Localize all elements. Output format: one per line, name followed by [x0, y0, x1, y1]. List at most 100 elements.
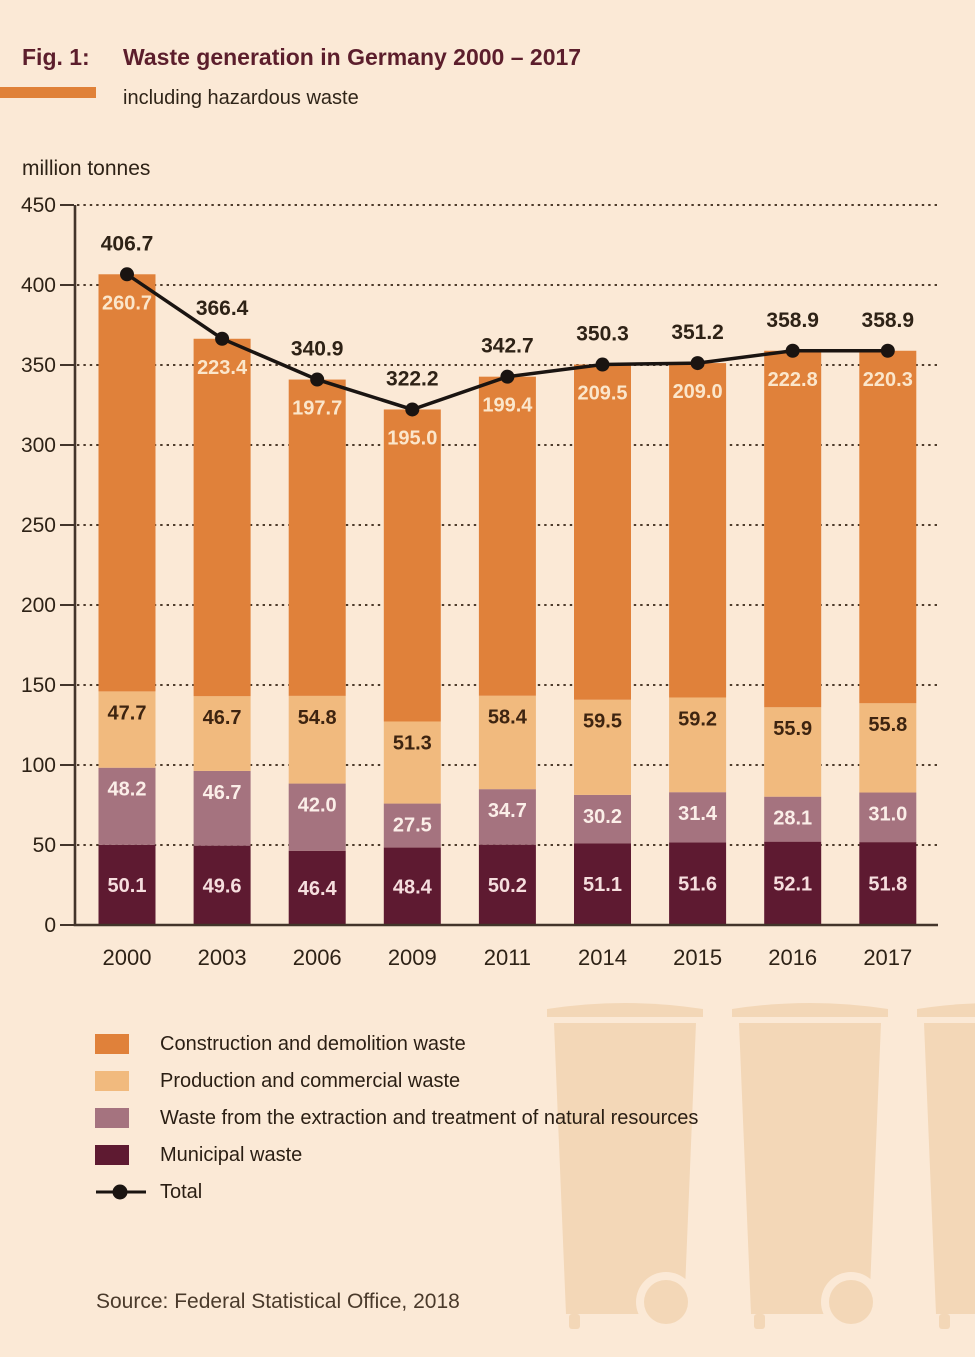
bar-2016-production-commercial-waste — [764, 707, 822, 797]
trash-bin — [547, 1003, 703, 1332]
bar-label-2009-construction-demolition-waste: 195.0 — [387, 427, 437, 449]
total-label-2000: 406.7 — [101, 232, 154, 255]
bar-label-2011-municipal-waste: 50.2 — [488, 875, 527, 897]
page-title: Waste generation in Germany 2000 – 2017 — [123, 44, 582, 70]
total-point-2000 — [120, 267, 134, 282]
municipal-swatch — [95, 1145, 129, 1165]
bar-2009-extraction-waste — [383, 803, 441, 848]
total-point-2011 — [500, 369, 515, 384]
x-tick-label-2000: 2000 — [103, 945, 152, 970]
bar-2003-municipal-waste — [193, 845, 251, 925]
legend-item-construction: Construction and demolition waste — [95, 1032, 698, 1055]
bar-label-2016-production-commercial-waste: 55.9 — [773, 718, 812, 740]
bin-lid — [547, 1003, 703, 1017]
bar-label-2006-production-commercial-waste: 54.8 — [298, 707, 337, 729]
bar-2014-extraction-waste — [574, 794, 631, 844]
bar-2016-extraction-waste — [764, 796, 822, 842]
bar-2006-production-commercial-waste — [288, 695, 346, 784]
bar-2017-extraction-waste — [859, 792, 917, 843]
total-label-2009: 322.2 — [386, 367, 439, 390]
y-tick-label-100: 100 — [21, 754, 56, 777]
axes: 0 50 100 150 200 250 300 350 400 450 2000 2003 2006 2… — [21, 194, 938, 970]
bar-2000-production-commercial-waste — [98, 691, 156, 768]
bin-body — [924, 1023, 975, 1314]
bar-label-2015-municipal-waste: 51.6 — [678, 874, 717, 896]
trash-bin — [732, 1003, 888, 1332]
bar-label-2000-extraction-waste: 48.2 — [108, 779, 147, 801]
bar-2015-municipal-waste — [669, 842, 727, 925]
legend-label: Municipal waste — [160, 1143, 303, 1166]
bin-wheel — [644, 1280, 688, 1324]
bar-label-2015-extraction-waste: 31.4 — [678, 803, 718, 825]
bar-2011-production-commercial-waste — [478, 695, 536, 790]
bar-2014-construction-demolition-waste — [574, 364, 631, 700]
bar-label-2011-construction-demolition-waste: 199.4 — [482, 395, 533, 417]
legend-label: Waste from the extraction and treatment … — [160, 1106, 699, 1129]
bar-2011-municipal-waste — [478, 844, 536, 925]
bar-2017-construction-demolition-waste — [859, 350, 917, 704]
bar-label-2017-production-commercial-waste: 55.8 — [868, 714, 907, 736]
total-point-2017 — [880, 343, 895, 358]
bar-label-2003-extraction-waste: 46.7 — [203, 782, 242, 804]
bar-2006-extraction-waste — [288, 783, 346, 851]
legend-item-extraction: Waste from the extraction and treatment … — [95, 1106, 699, 1129]
y-tick-label-150: 150 — [21, 674, 56, 697]
y-tick-label-50: 50 — [33, 834, 56, 857]
total-point-2009 — [405, 402, 420, 417]
bar-2003-construction-demolition-waste — [193, 338, 251, 697]
total-label-2011: 342.7 — [481, 335, 534, 358]
bar-2009-municipal-waste — [383, 847, 441, 925]
bar-label-2015-production-commercial-waste: 59.2 — [678, 708, 717, 730]
bar-2011-construction-demolition-waste — [478, 376, 536, 696]
bar-2016-construction-demolition-waste — [764, 350, 822, 708]
bar-2000-extraction-waste — [98, 767, 156, 845]
y-tick-label-200: 200 — [21, 594, 56, 617]
total-label-2016: 358.9 — [766, 309, 819, 332]
bar-label-2006-construction-demolition-waste: 197.7 — [292, 398, 342, 420]
bar-label-2011-production-commercial-waste: 58.4 — [488, 707, 528, 729]
accent-rule — [0, 87, 96, 98]
bar-label-2017-municipal-waste: 51.8 — [868, 874, 907, 896]
y-tick-label-400: 400 — [21, 274, 56, 297]
legend-item-production: Production and commercial waste — [95, 1069, 698, 1092]
y-axis-unit-label: million tonnes — [22, 157, 151, 180]
bar-2017-production-commercial-waste — [859, 703, 917, 793]
chart-legend: Construction and demolition waste Produc… — [95, 1032, 699, 1219]
bar-label-2006-extraction-waste: 42.0 — [298, 795, 337, 817]
bar-label-2006-municipal-waste: 46.4 — [298, 878, 338, 900]
bar-2000-construction-demolition-waste — [98, 274, 156, 692]
total-label-2006: 340.9 — [291, 338, 344, 361]
legend-label: Construction and demolition waste — [160, 1032, 466, 1055]
bar-label-2016-construction-demolition-waste: 222.8 — [768, 369, 818, 391]
bar-label-2014-production-commercial-waste: 59.5 — [583, 711, 622, 733]
trash-bin — [917, 1003, 975, 1329]
bar-2006-municipal-waste — [288, 850, 346, 925]
bar-2015-construction-demolition-waste — [669, 363, 727, 698]
legend-item-total: Total — [95, 1180, 698, 1203]
bar-2016-municipal-waste — [764, 841, 822, 925]
bar-2009-production-commercial-waste — [383, 721, 441, 804]
total-label-2017: 358.9 — [862, 309, 915, 332]
bar-2003-extraction-waste — [193, 770, 251, 846]
bar-label-2009-production-commercial-waste: 51.3 — [393, 732, 432, 754]
bin-body — [739, 1023, 881, 1314]
source-note: Source: Federal Statistical Office, 2018 — [96, 1290, 460, 1313]
bin-body — [554, 1023, 696, 1314]
bar-2015-production-commercial-waste — [669, 697, 727, 793]
bar-label-2000-municipal-waste: 50.1 — [108, 875, 147, 897]
bin-foot — [754, 1314, 765, 1329]
legend-label: Total — [160, 1180, 203, 1203]
x-tick-label-2011: 2011 — [484, 945, 531, 970]
bar-label-2014-municipal-waste: 51.1 — [583, 874, 622, 896]
bar-label-2015-construction-demolition-waste: 209.0 — [673, 381, 723, 403]
bar-2000-municipal-waste — [98, 844, 156, 925]
legend-label: Production and commercial waste — [160, 1069, 461, 1092]
bar-label-2016-municipal-waste: 52.1 — [773, 873, 812, 895]
total-label-2014: 350.3 — [576, 323, 629, 346]
total-label-2015: 351.2 — [671, 321, 724, 344]
figure-number: Fig. 1: — [22, 44, 90, 70]
bar-2017-municipal-waste — [859, 842, 917, 925]
bar-2014-production-commercial-waste — [574, 699, 631, 795]
